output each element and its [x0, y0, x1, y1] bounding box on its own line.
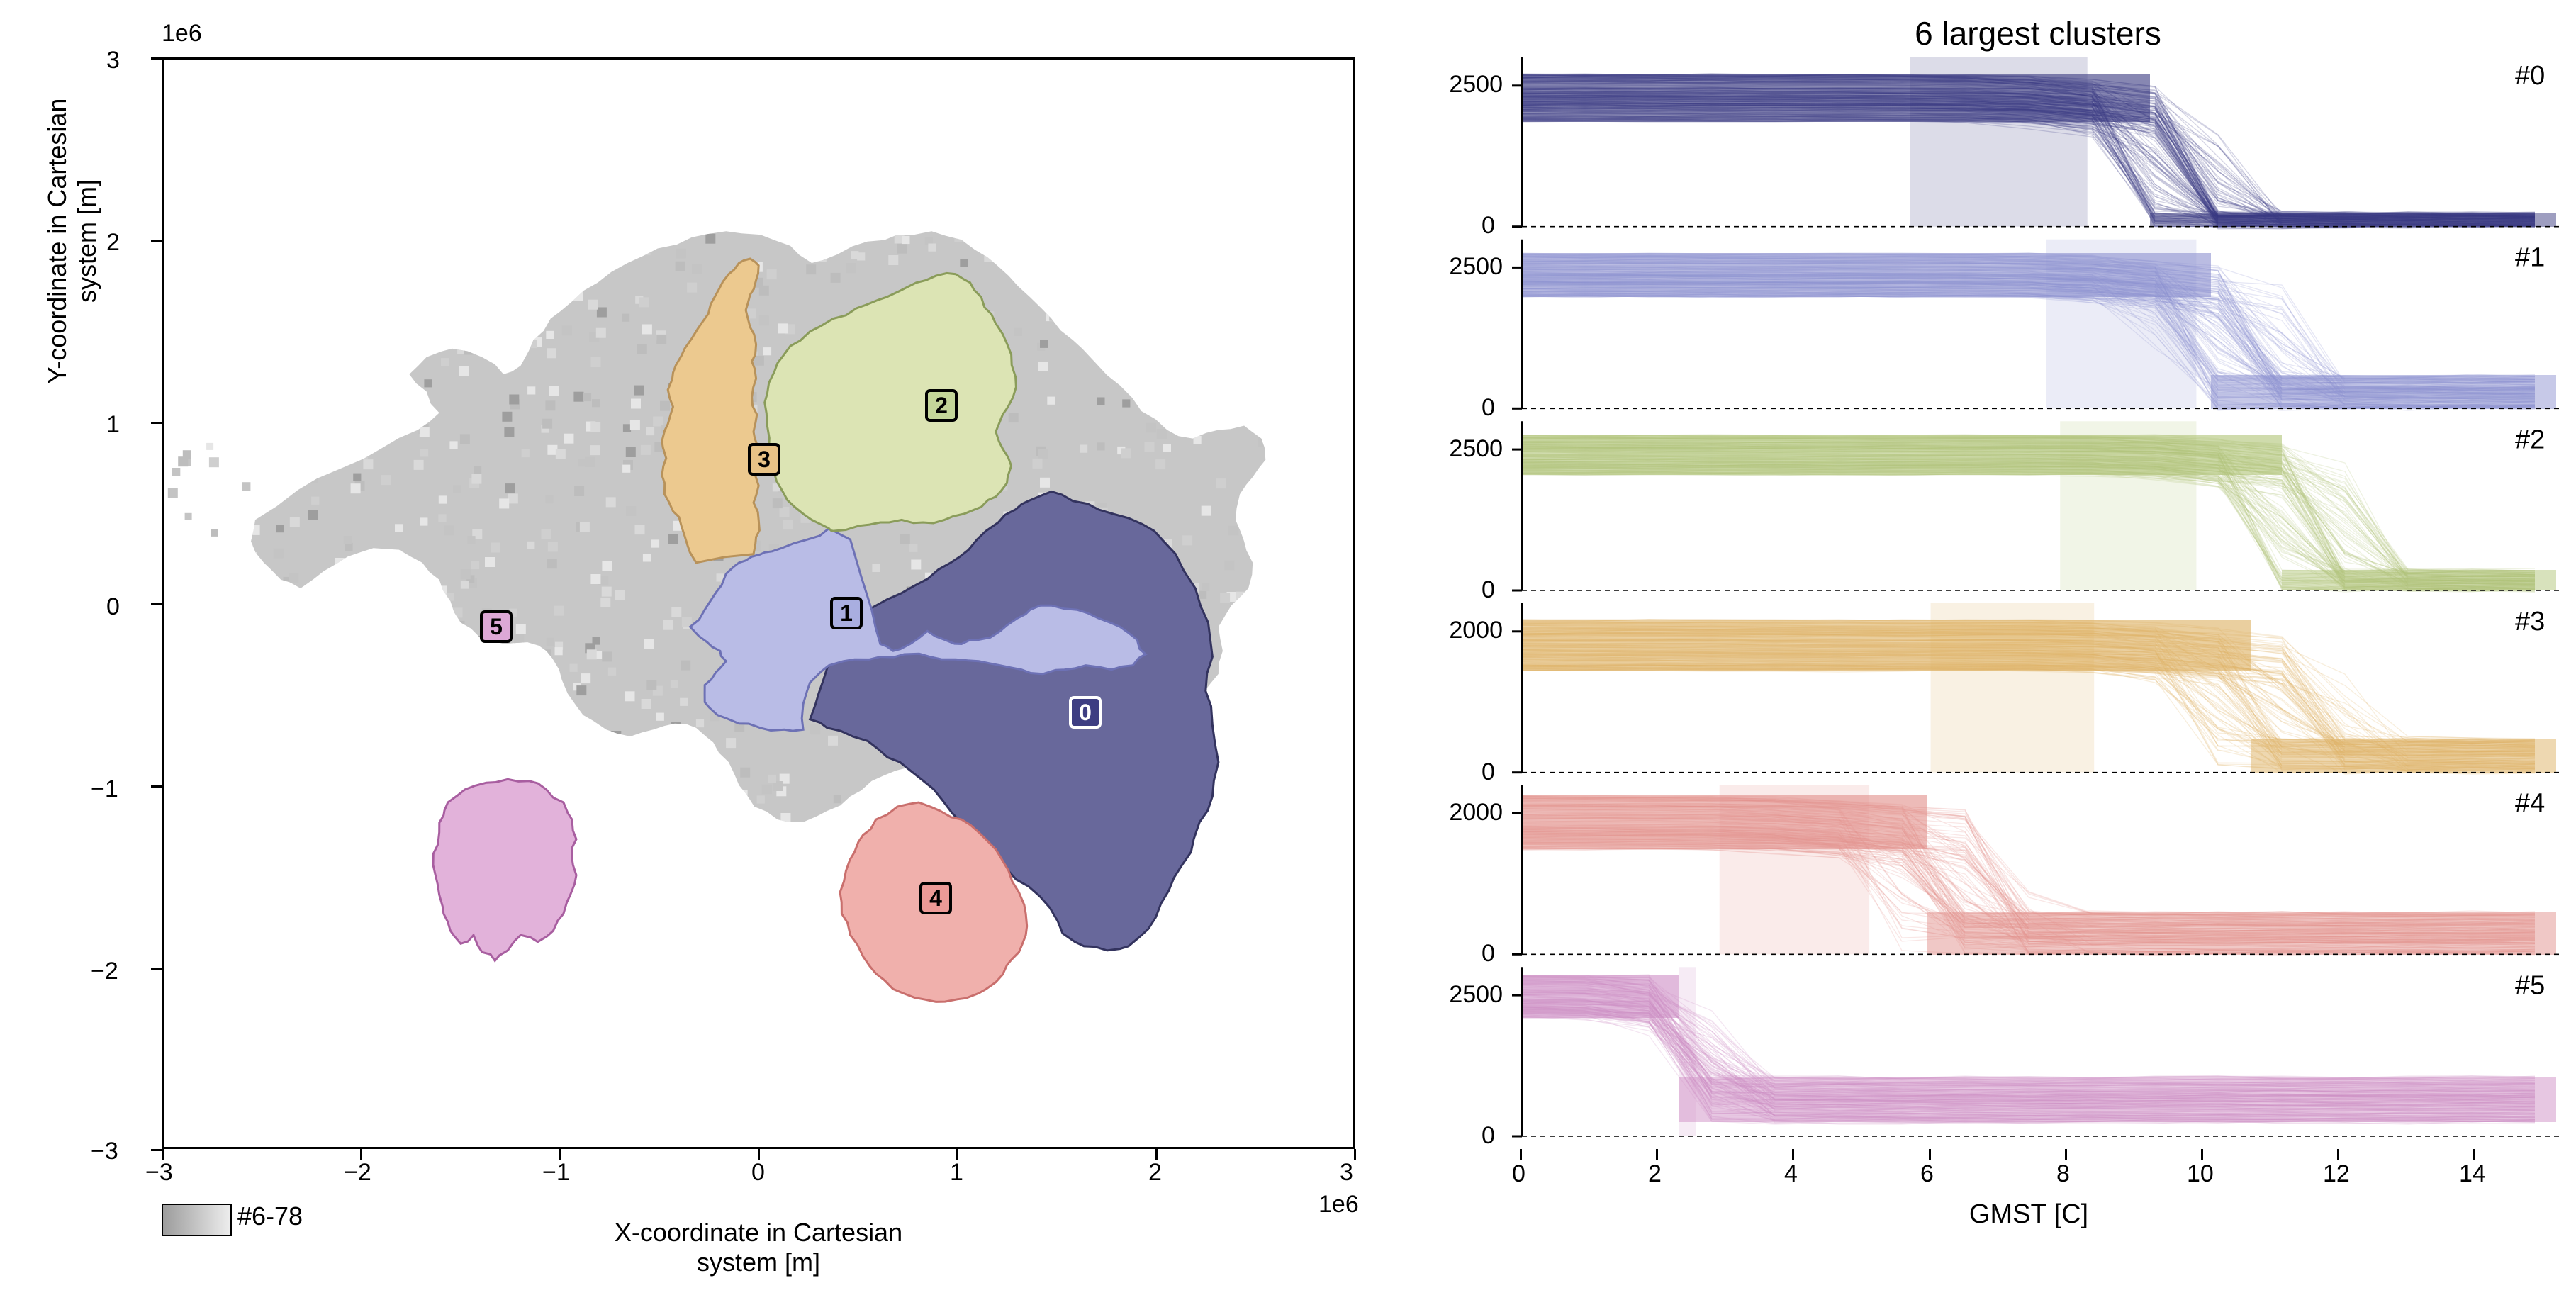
svg-text:#3: #3 [2515, 607, 2545, 637]
svg-text:#0: #0 [2515, 61, 2545, 91]
svg-text:#4: #4 [2515, 789, 2545, 819]
svg-text:#2: #2 [2515, 425, 2545, 454]
svg-text:#5: #5 [2515, 970, 2545, 1000]
svg-text:#1: #1 [2515, 243, 2545, 273]
